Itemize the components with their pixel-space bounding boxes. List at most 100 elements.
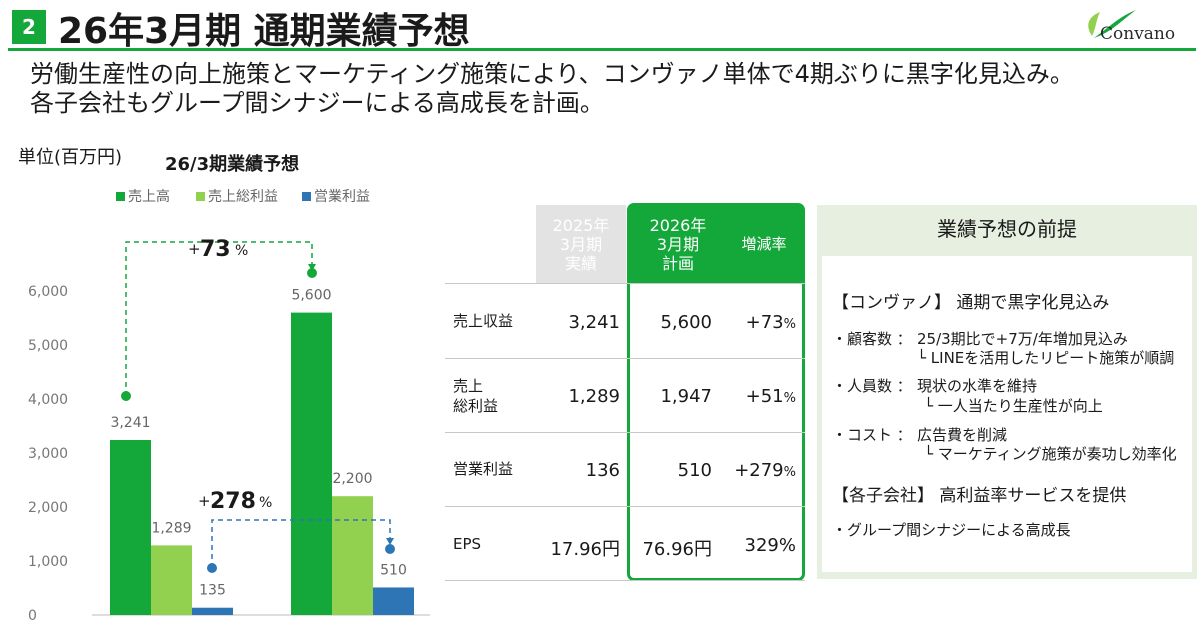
legend-swatch: [196, 191, 205, 201]
legend-label: 営業利益: [314, 189, 370, 205]
premise-item-sub: └ LINEを活用したリピート施策が順調: [917, 349, 1175, 367]
row-divider: [445, 506, 805, 507]
op-growth-unit: %: [259, 495, 272, 511]
change-unit: %: [778, 535, 796, 556]
bar: [110, 439, 151, 615]
y-tick-label: 6,000: [28, 284, 68, 300]
legend-item-operating-profit: 営業利益: [302, 186, 370, 206]
y-tick-label: 0: [28, 608, 37, 624]
connector-dot: [207, 563, 217, 573]
col-header-line: 計画: [661, 253, 694, 273]
table-cell-change: +73%: [726, 312, 796, 333]
bar-data-label: 5,600: [291, 288, 331, 304]
y-tick-label: 5,000: [28, 338, 68, 354]
op-growth-value: 278: [210, 489, 256, 514]
table-cell-plan: 510: [677, 460, 712, 481]
leaf-logo-icon: [1088, 10, 1136, 38]
row-divider: [445, 358, 805, 359]
row-label-line: 売上: [453, 377, 484, 395]
premise-item-sub: └ 一人当たり生産性が向上: [924, 397, 1103, 415]
plan-highlight-frame: [627, 203, 805, 581]
subtitle: 労働生産性の向上施策とマーケティング施策により、コンヴァノ単体で4期ぶりに黒字化…: [30, 60, 1074, 118]
sales-growth-unit: %: [235, 243, 248, 259]
legend-swatch: [116, 191, 125, 201]
change-number: +279: [734, 460, 784, 481]
change-number: +51: [745, 386, 784, 407]
sales-growth-connector: [125, 241, 313, 396]
table-row-label: 営業利益: [453, 460, 514, 478]
logo-text: Convano: [1100, 24, 1176, 44]
table-cell-prev: 136: [585, 460, 620, 481]
change-unit: %: [783, 317, 796, 332]
legend-item-sales: 売上高: [116, 186, 170, 206]
op-growth-connector: [211, 519, 391, 568]
premise-item-sub: └ マーケティング施策が奏功し効率化: [924, 445, 1177, 463]
premise-section-convano: 【コンヴァノ】 通期で黒字化見込み: [832, 293, 1110, 313]
sales-growth-value: 73: [200, 237, 231, 262]
table-cell-prev: 17.96円: [550, 539, 620, 560]
bar-data-label: 3,241: [110, 415, 150, 431]
company-logo: Convano: [1078, 6, 1198, 48]
table-cell-prev: 3,241: [568, 312, 620, 333]
bar-data-label: 2,200: [332, 471, 372, 487]
change-number: 329: [744, 535, 779, 556]
y-tick-label: 3,000: [28, 446, 68, 462]
col-header-line: 実績: [564, 253, 597, 273]
legend-label: 売上高: [128, 189, 170, 205]
legend-item-gross-profit: 売上総利益: [196, 186, 278, 206]
premise-item-text: 25/3期比で+7万/年増加見込み: [917, 330, 1128, 348]
bar: [151, 545, 192, 615]
title-divider: [8, 48, 1196, 51]
col-header-line: 2026年: [649, 215, 707, 235]
bar-data-label: 135: [199, 583, 226, 599]
bar-data-label: 1,289: [151, 520, 191, 536]
bar: [373, 587, 414, 615]
y-tick-label: 2,000: [28, 500, 68, 516]
premise-content: [822, 256, 1192, 572]
row-divider: [445, 580, 805, 581]
premise-section-subsidiaries: 【各子会社】 高利益率サービスを提供: [832, 486, 1127, 506]
bar: [291, 312, 332, 615]
subtitle-line-1: 労働生産性の向上施策とマーケティング施策により、コンヴァノ単体で4期ぶりに黒字化…: [30, 60, 1074, 88]
connector-dot: [307, 268, 317, 278]
col-header-line: 3月期: [559, 234, 603, 254]
col-header-line: 2025年: [552, 215, 610, 235]
change-number: +73: [745, 312, 784, 333]
page-title: 26年3月期 通期業績予想: [58, 11, 470, 52]
unit-label: 単位(百万円): [18, 147, 123, 168]
col-header-change: 増減率: [726, 205, 802, 283]
premise-item-label: ・顧客数 ：: [832, 330, 912, 348]
change-unit: %: [783, 465, 796, 480]
bar-data-label: 510: [380, 562, 407, 578]
row-divider: [445, 432, 805, 433]
y-tick-label: 4,000: [28, 392, 68, 408]
premise-item-text: 現状の水準を維持: [917, 377, 1038, 395]
sales-growth-sign: +: [188, 240, 201, 258]
premise-item-label: ・コスト ：: [832, 426, 912, 444]
col-header-line: 3月期: [656, 234, 700, 254]
premise-item-text: 広告費を削減: [917, 426, 1008, 444]
table-cell-plan: 5,600: [660, 312, 712, 333]
table-cell-plan: 1,947: [660, 386, 712, 407]
connector-dot: [385, 544, 395, 554]
chart-title: 26/3期業績予想: [165, 154, 300, 175]
arrow-head-icon: [308, 264, 316, 271]
slide-number-badge: 2: [12, 10, 46, 44]
table-cell-change: +279%: [726, 460, 796, 481]
connector-dot: [121, 391, 131, 401]
premise-title: 業績予想の前提: [937, 217, 1077, 241]
op-growth-sign: +: [198, 492, 211, 510]
legend-label: 売上総利益: [208, 189, 278, 205]
col-header-2025: 2025年 3月期 実績: [536, 205, 626, 283]
row-label-line: 総利益: [453, 397, 499, 415]
table-cell-change: +51%: [726, 386, 796, 407]
subtitle-line-2: 各子会社もグループ間シナジーによる高成長を計画。: [30, 89, 604, 117]
bar: [192, 607, 233, 615]
row-divider: [445, 283, 805, 284]
premise-item-label: ・人員数 ：: [832, 377, 912, 395]
legend-swatch: [302, 191, 311, 201]
table-row-label: EPS: [453, 535, 482, 553]
col-header-2026: 2026年 3月期 計画: [630, 205, 726, 283]
arrow-head-icon: [386, 538, 394, 545]
bar-chart: 0 1,000 2,000 3,000 4,000 5,000 6,000 3,241 1,2…: [28, 237, 430, 624]
